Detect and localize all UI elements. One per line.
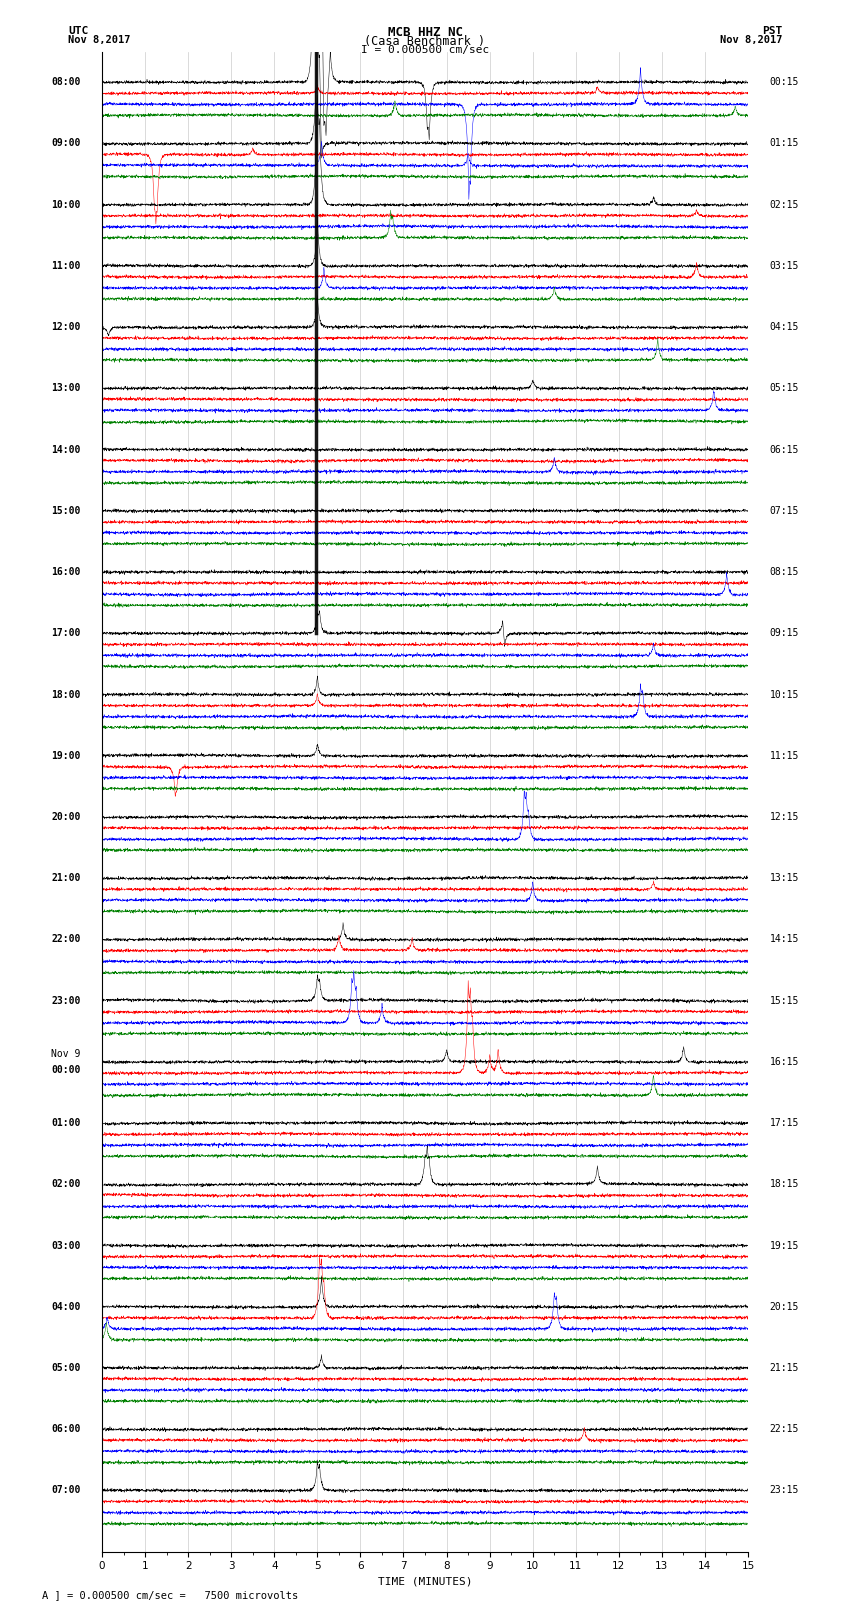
Text: 04:15: 04:15 [769, 323, 799, 332]
Text: 18:15: 18:15 [769, 1179, 799, 1189]
Text: 16:15: 16:15 [769, 1057, 799, 1066]
Text: (Casa Benchmark ): (Casa Benchmark ) [365, 35, 485, 48]
Text: 20:00: 20:00 [51, 811, 81, 823]
Text: 17:15: 17:15 [769, 1118, 799, 1127]
Text: 14:00: 14:00 [51, 445, 81, 455]
Text: 19:00: 19:00 [51, 750, 81, 761]
Text: 12:15: 12:15 [769, 811, 799, 823]
Text: 09:00: 09:00 [51, 139, 81, 148]
Text: 12:00: 12:00 [51, 323, 81, 332]
Text: 06:15: 06:15 [769, 445, 799, 455]
Text: 06:00: 06:00 [51, 1424, 81, 1434]
Text: 16:00: 16:00 [51, 568, 81, 577]
Text: 15:15: 15:15 [769, 995, 799, 1005]
Text: 21:15: 21:15 [769, 1363, 799, 1373]
Text: 03:00: 03:00 [51, 1240, 81, 1250]
Text: 05:00: 05:00 [51, 1363, 81, 1373]
Text: 23:00: 23:00 [51, 995, 81, 1005]
Text: 03:15: 03:15 [769, 261, 799, 271]
Text: 04:00: 04:00 [51, 1302, 81, 1311]
Text: 00:15: 00:15 [769, 77, 799, 87]
Text: 02:15: 02:15 [769, 200, 799, 210]
Text: 21:00: 21:00 [51, 873, 81, 884]
Text: 18:00: 18:00 [51, 689, 81, 700]
Text: 11:00: 11:00 [51, 261, 81, 271]
Text: MCB HHZ NC: MCB HHZ NC [388, 26, 462, 39]
Text: A ] = 0.000500 cm/sec =   7500 microvolts: A ] = 0.000500 cm/sec = 7500 microvolts [42, 1590, 298, 1600]
Text: 15:00: 15:00 [51, 506, 81, 516]
Text: 17:00: 17:00 [51, 629, 81, 639]
Text: 19:15: 19:15 [769, 1240, 799, 1250]
Text: 23:15: 23:15 [769, 1486, 799, 1495]
Text: 07:15: 07:15 [769, 506, 799, 516]
Text: 11:15: 11:15 [769, 750, 799, 761]
Text: I = 0.000500 cm/sec: I = 0.000500 cm/sec [361, 45, 489, 55]
Text: 10:15: 10:15 [769, 689, 799, 700]
Text: 08:00: 08:00 [51, 77, 81, 87]
X-axis label: TIME (MINUTES): TIME (MINUTES) [377, 1578, 473, 1587]
Text: 22:00: 22:00 [51, 934, 81, 945]
Text: PST: PST [762, 26, 782, 35]
Text: 02:00: 02:00 [51, 1179, 81, 1189]
Text: Nov 8,2017: Nov 8,2017 [719, 35, 782, 45]
Text: Nov 9: Nov 9 [51, 1048, 81, 1058]
Text: 13:15: 13:15 [769, 873, 799, 884]
Text: 07:00: 07:00 [51, 1486, 81, 1495]
Text: Nov 8,2017: Nov 8,2017 [68, 35, 131, 45]
Text: 14:15: 14:15 [769, 934, 799, 945]
Text: 09:15: 09:15 [769, 629, 799, 639]
Text: 00:00: 00:00 [51, 1065, 81, 1074]
Text: 01:00: 01:00 [51, 1118, 81, 1127]
Text: 22:15: 22:15 [769, 1424, 799, 1434]
Text: 01:15: 01:15 [769, 139, 799, 148]
Text: 08:15: 08:15 [769, 568, 799, 577]
Text: 05:15: 05:15 [769, 384, 799, 394]
Text: 10:00: 10:00 [51, 200, 81, 210]
Text: 20:15: 20:15 [769, 1302, 799, 1311]
Text: 13:00: 13:00 [51, 384, 81, 394]
Text: UTC: UTC [68, 26, 88, 35]
